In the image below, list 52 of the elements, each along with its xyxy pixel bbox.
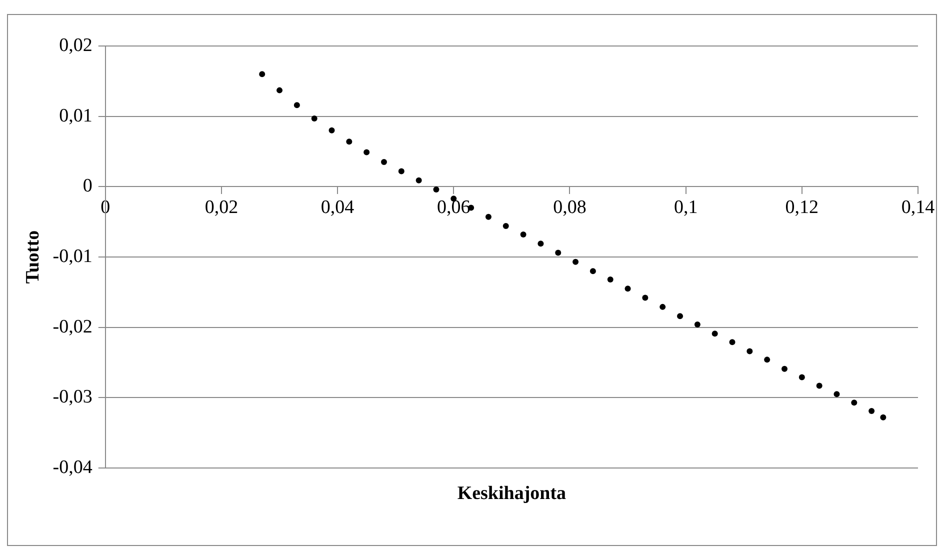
x-tick-label: 0,04 (320, 197, 355, 218)
point (816, 382, 822, 389)
point (538, 240, 544, 247)
point (781, 366, 788, 372)
y-tick-label: -0,01 (52, 246, 92, 267)
x-tick-label: 0,12 (785, 197, 819, 218)
point (294, 102, 300, 108)
point (880, 414, 886, 420)
point (677, 313, 684, 320)
x-tick-label: 0,02 (204, 197, 238, 218)
point (624, 286, 631, 292)
x-tick-label: 0,08 (553, 197, 586, 218)
x-tick-label: 0,06 (437, 197, 470, 218)
point (851, 400, 858, 406)
point (364, 149, 370, 156)
point (416, 177, 422, 184)
point (380, 159, 387, 166)
point (328, 127, 335, 134)
point (642, 294, 648, 301)
point (694, 322, 700, 328)
point (798, 374, 805, 380)
point (485, 214, 492, 220)
point (555, 250, 562, 256)
y-tick-label: 0 (82, 176, 92, 197)
x-tick-label: 0 (100, 197, 110, 218)
point (764, 356, 770, 363)
y-axis-title: Tuotto (22, 230, 44, 284)
point (868, 408, 875, 414)
y-tick-label: 0,01 (59, 105, 92, 126)
point (607, 276, 614, 283)
point (712, 330, 718, 337)
point (834, 391, 840, 398)
x-axis-title: Keskihajonta (457, 482, 567, 504)
point (590, 268, 596, 274)
x-tick-label: 0,1 (674, 197, 698, 218)
point (520, 231, 526, 238)
point (311, 115, 318, 122)
point (346, 138, 352, 145)
y-tick-label: 0,02 (59, 34, 92, 56)
x-tick-label: 0,14 (901, 197, 936, 218)
point (729, 339, 736, 346)
point (660, 304, 666, 310)
point (502, 223, 509, 230)
point (572, 258, 579, 265)
point (433, 186, 440, 192)
y-tick-label: -0,04 (52, 456, 93, 478)
y-tick-label: -0,02 (52, 316, 92, 338)
point (276, 87, 283, 94)
y-tick-label: -0,03 (52, 386, 92, 408)
point (398, 168, 404, 174)
point (259, 71, 266, 78)
point (746, 348, 753, 354)
